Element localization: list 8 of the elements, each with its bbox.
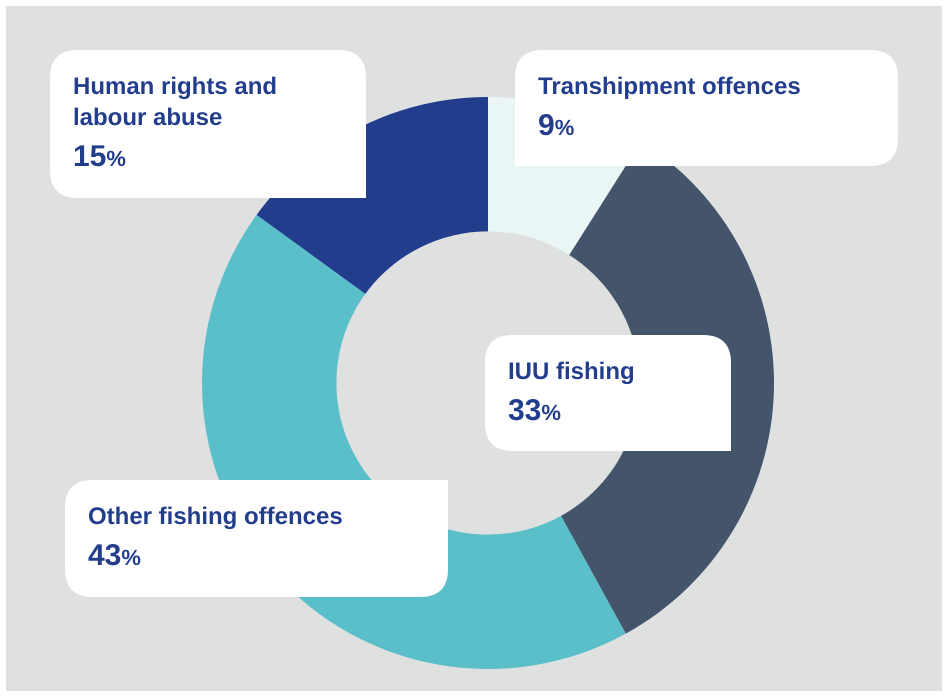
data-label: 9% [538, 109, 574, 142]
slice-label: Transhipment offences [538, 73, 801, 100]
data-label: 15% [73, 140, 126, 173]
data-label: 43% [88, 539, 141, 572]
data-label: 33% [508, 394, 561, 427]
slice-label: Human rights and labour abuse [73, 73, 278, 131]
slice-label: IUU fishing [508, 358, 635, 385]
slice-label: Other fishing offences [88, 503, 343, 530]
